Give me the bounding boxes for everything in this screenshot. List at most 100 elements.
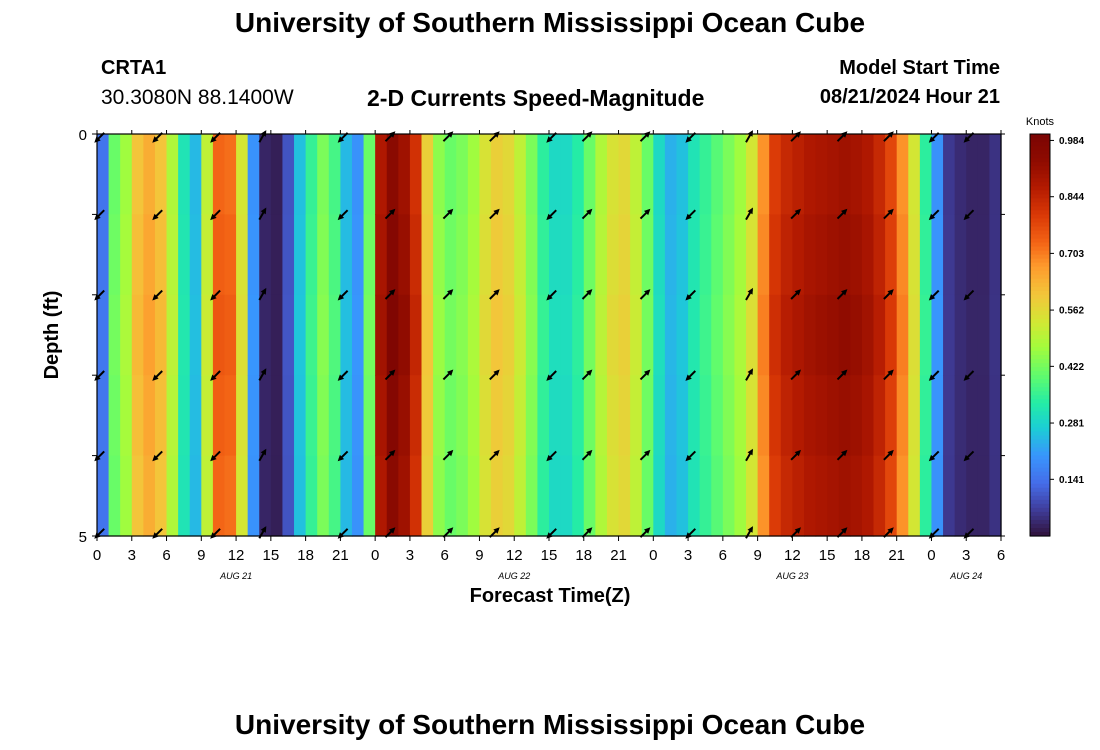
x-tick-label: 0 bbox=[93, 547, 101, 564]
colorbar-swatch bbox=[1030, 150, 1050, 155]
heatmap-cell bbox=[259, 375, 272, 457]
x-tick-label: 15 bbox=[819, 547, 836, 564]
current-arrow bbox=[963, 209, 975, 221]
heatmap-cell bbox=[305, 294, 318, 376]
heatmap-cell bbox=[154, 134, 168, 215]
heatmap-cell bbox=[780, 134, 793, 215]
heatmap-cell bbox=[525, 455, 539, 537]
heatmap-cell bbox=[908, 375, 921, 457]
heatmap-cell bbox=[908, 134, 921, 215]
current-arrow-head bbox=[337, 294, 345, 301]
heatmap-cell bbox=[711, 455, 724, 537]
current-arrow-head bbox=[963, 454, 970, 462]
x-tick-label: 12 bbox=[506, 547, 523, 564]
colorbar-swatch bbox=[1030, 387, 1050, 392]
heatmap-cell bbox=[572, 455, 585, 537]
heatmap-cell bbox=[525, 375, 539, 457]
current-arrow-head bbox=[493, 369, 500, 376]
heatmap-cell bbox=[653, 134, 666, 215]
heatmap-cell bbox=[479, 134, 492, 215]
heatmap-cell bbox=[966, 134, 979, 215]
current-arrow-head bbox=[447, 289, 454, 296]
heatmap-cell bbox=[386, 134, 399, 215]
current-arrow-head bbox=[685, 374, 692, 381]
heatmap-cell bbox=[340, 375, 353, 457]
heatmap-cell bbox=[467, 134, 481, 215]
current-arrow bbox=[210, 209, 221, 221]
heatmap-cell bbox=[259, 134, 272, 215]
current-arrow-head bbox=[887, 208, 894, 216]
heatmap-cell bbox=[595, 214, 608, 296]
colorbar-swatch bbox=[1030, 423, 1050, 429]
colorbar-swatch bbox=[1030, 443, 1050, 449]
heatmap-cell bbox=[699, 294, 712, 376]
station-id: CRTA1 bbox=[101, 57, 167, 79]
current-arrow-head bbox=[260, 526, 267, 533]
current-arrow-head bbox=[546, 213, 553, 221]
current-arrow bbox=[685, 209, 697, 221]
heatmap-cell bbox=[456, 455, 469, 537]
colorbar-swatch bbox=[1030, 230, 1050, 236]
current-arrow-head bbox=[685, 136, 692, 143]
heatmap-cell bbox=[212, 294, 226, 376]
colorbar-swatch bbox=[1030, 218, 1050, 224]
heatmap-cell bbox=[653, 294, 666, 376]
colorbar-tick-label: 0.844 bbox=[1059, 192, 1084, 203]
current-arrow-head bbox=[794, 208, 801, 216]
heatmap-cell bbox=[734, 134, 747, 215]
model-start-value: 08/21/2024 Hour 21 bbox=[819, 86, 1000, 108]
colorbar-swatch bbox=[1030, 403, 1050, 408]
heatmap-cell bbox=[931, 214, 944, 296]
heatmap-cell bbox=[236, 294, 249, 376]
heatmap-cell bbox=[131, 455, 144, 537]
heatmap-cell bbox=[178, 134, 191, 215]
heatmap-cell bbox=[247, 375, 260, 457]
heatmap-cell bbox=[467, 214, 481, 296]
colorbar-swatch bbox=[1030, 186, 1050, 191]
heatmap-cell bbox=[294, 294, 307, 376]
heatmap-cell bbox=[885, 294, 898, 376]
current-arrow-head bbox=[260, 368, 267, 375]
heatmap-cell bbox=[931, 134, 944, 215]
colorbar-swatch bbox=[1030, 254, 1050, 260]
colorbar-swatch bbox=[1030, 210, 1050, 215]
heatmap-cell bbox=[989, 214, 1002, 296]
heatmap-cell bbox=[328, 294, 341, 376]
heatmap-cell bbox=[328, 214, 341, 296]
heatmap-cell bbox=[919, 214, 933, 296]
x-tick-label: 15 bbox=[541, 547, 558, 564]
colorbar-swatch bbox=[1030, 194, 1050, 199]
y-axis-label: Depth (ft) bbox=[41, 291, 63, 380]
heatmap-cell bbox=[224, 214, 237, 296]
heatmap-cell bbox=[120, 294, 133, 376]
heatmap-cell bbox=[792, 455, 805, 537]
colorbar-swatch bbox=[1030, 467, 1050, 473]
heatmap-cell bbox=[398, 294, 411, 376]
current-arrow-head bbox=[841, 449, 848, 457]
colorbar-swatch bbox=[1030, 371, 1050, 376]
current-arrow-head bbox=[546, 454, 553, 462]
current-arrow-head bbox=[928, 374, 936, 381]
current-arrow bbox=[152, 289, 163, 301]
heatmap-cell bbox=[850, 294, 863, 376]
current-arrow bbox=[384, 449, 396, 461]
current-arrow bbox=[928, 209, 940, 221]
colorbar-swatch bbox=[1030, 435, 1050, 441]
heatmap-cell bbox=[606, 134, 620, 215]
heatmap-cell bbox=[653, 375, 666, 457]
current-arrow bbox=[745, 448, 753, 462]
colorbar-tick-label: 0.141 bbox=[1059, 475, 1084, 486]
heatmap-cell bbox=[688, 214, 701, 296]
colorbar-swatch bbox=[1030, 483, 1050, 489]
colorbar-swatch bbox=[1030, 471, 1050, 477]
colorbar-swatch bbox=[1030, 479, 1050, 485]
heatmap-cell bbox=[456, 375, 469, 457]
heatmap-cell bbox=[270, 134, 284, 215]
colorbar-swatch bbox=[1030, 154, 1050, 159]
current-arrow bbox=[337, 289, 349, 301]
heatmap-cell bbox=[943, 214, 956, 296]
heatmap-cell bbox=[375, 455, 388, 537]
x-tick-label: 3 bbox=[684, 547, 692, 564]
heatmap-cell bbox=[479, 294, 492, 376]
heatmap-cell bbox=[954, 134, 967, 215]
